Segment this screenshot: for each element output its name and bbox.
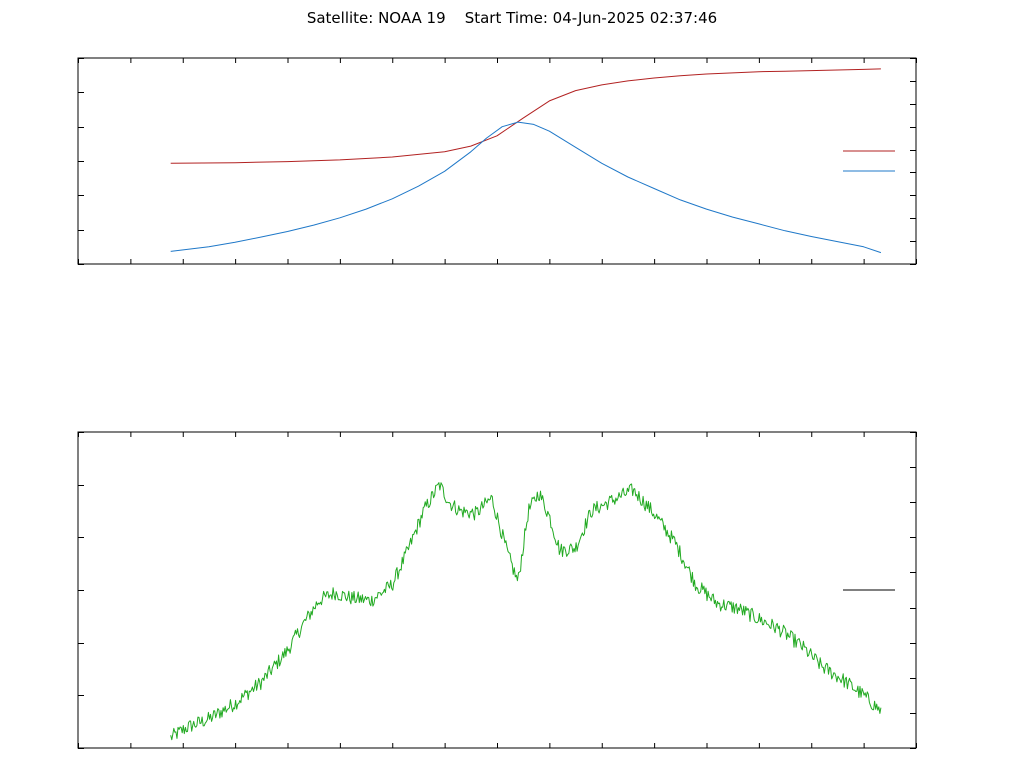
- series-line-elevation: [170, 121, 882, 254]
- plot-frame: [77, 57, 917, 265]
- figure-title: Satellite: NOAA 19 Start Time: 04-Jun-20…: [307, 9, 717, 27]
- series-line-signal-level: [170, 482, 882, 741]
- receive-signal-chart: [77, 431, 917, 749]
- series-line-azimuth: [170, 68, 881, 164]
- position-chart: [77, 57, 917, 265]
- plot-frame: [77, 431, 917, 749]
